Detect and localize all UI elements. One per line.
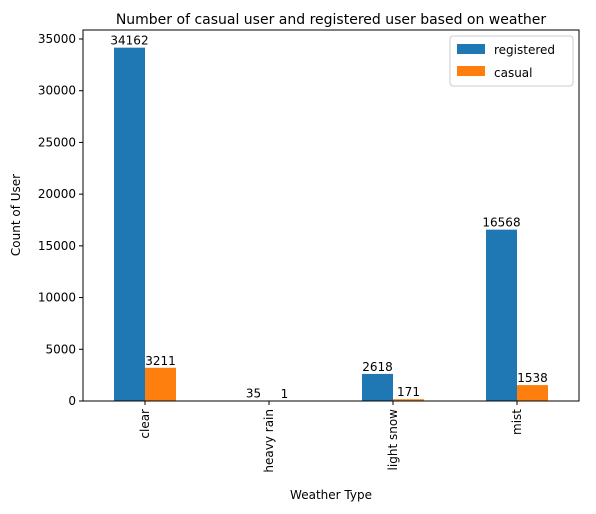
y-axis-label: Count of User	[9, 174, 23, 256]
data-label: 1538	[517, 371, 548, 385]
y-tick-label: 15000	[38, 239, 76, 253]
bar-registered-light-snow	[362, 373, 393, 401]
y-tick-label: 20000	[38, 187, 76, 201]
data-label: 1	[281, 387, 289, 401]
x-tick-label: light snow	[386, 409, 400, 471]
data-label: 35	[246, 387, 261, 401]
axes-frame	[82, 29, 580, 402]
chart-title: Number of casual user and registered use…	[116, 12, 547, 28]
y-tick-label: 5000	[45, 342, 76, 356]
x-axis-label: Weather Type	[290, 488, 372, 502]
y-tick-label: 0	[68, 394, 76, 408]
y-tick-label: 25000	[38, 135, 76, 149]
bar-casual-light-snow	[393, 399, 424, 401]
x-tick-label: heavy rain	[262, 409, 276, 473]
legend-swatch-registered	[457, 44, 485, 54]
legend-label-casual: casual	[494, 66, 533, 80]
y-tick-label: 30000	[38, 84, 76, 98]
bar-registered-clear	[114, 47, 145, 401]
y-tick-label: 35000	[38, 32, 76, 46]
bar-casual-clear	[145, 367, 176, 401]
y-tick-label: 10000	[38, 291, 76, 305]
data-label: 3211	[145, 354, 176, 368]
x-tick-label: mist	[510, 409, 524, 435]
bar-registered-mist	[486, 229, 517, 401]
legend: registered casual	[449, 35, 574, 87]
x-tick-label: clear	[138, 409, 152, 439]
data-label: 34162	[110, 34, 148, 48]
bar-casual-mist	[517, 385, 548, 401]
data-label: 2618	[362, 360, 393, 374]
data-label: 171	[397, 385, 420, 399]
plot-area: 0 5000 10000 15000 20000 25000 30000 35000 34162…	[38, 32, 548, 473]
legend-label-registered: registered	[494, 43, 555, 57]
data-label: 16568	[482, 216, 520, 230]
legend-swatch-casual	[457, 66, 485, 76]
